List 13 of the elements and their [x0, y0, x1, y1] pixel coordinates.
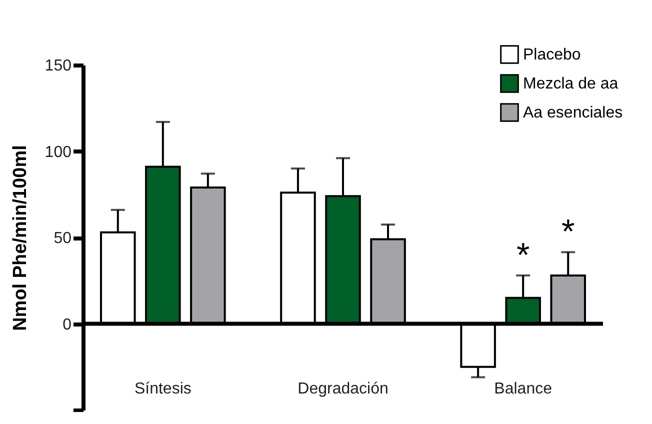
- y-tick-label: 150: [44, 58, 72, 74]
- legend-label: Mezcla de aa: [523, 76, 618, 92]
- annotation: *: [561, 213, 575, 252]
- legend-label: Placebo: [523, 46, 581, 64]
- x-tick-label: Degradación: [298, 380, 388, 398]
- y-tick-label: 50: [54, 230, 72, 247]
- legend-label: Aa esenciales: [523, 104, 623, 122]
- y-axis-title: Nmol Phe/min/100ml: [10, 145, 31, 331]
- y-tick-label: 0: [62, 316, 72, 334]
- x-tick-label: Balance: [494, 380, 552, 398]
- x-tick-label: Síntesis: [134, 380, 192, 398]
- y-tick-label: 100: [44, 144, 72, 161]
- annotation: *: [516, 236, 530, 274]
